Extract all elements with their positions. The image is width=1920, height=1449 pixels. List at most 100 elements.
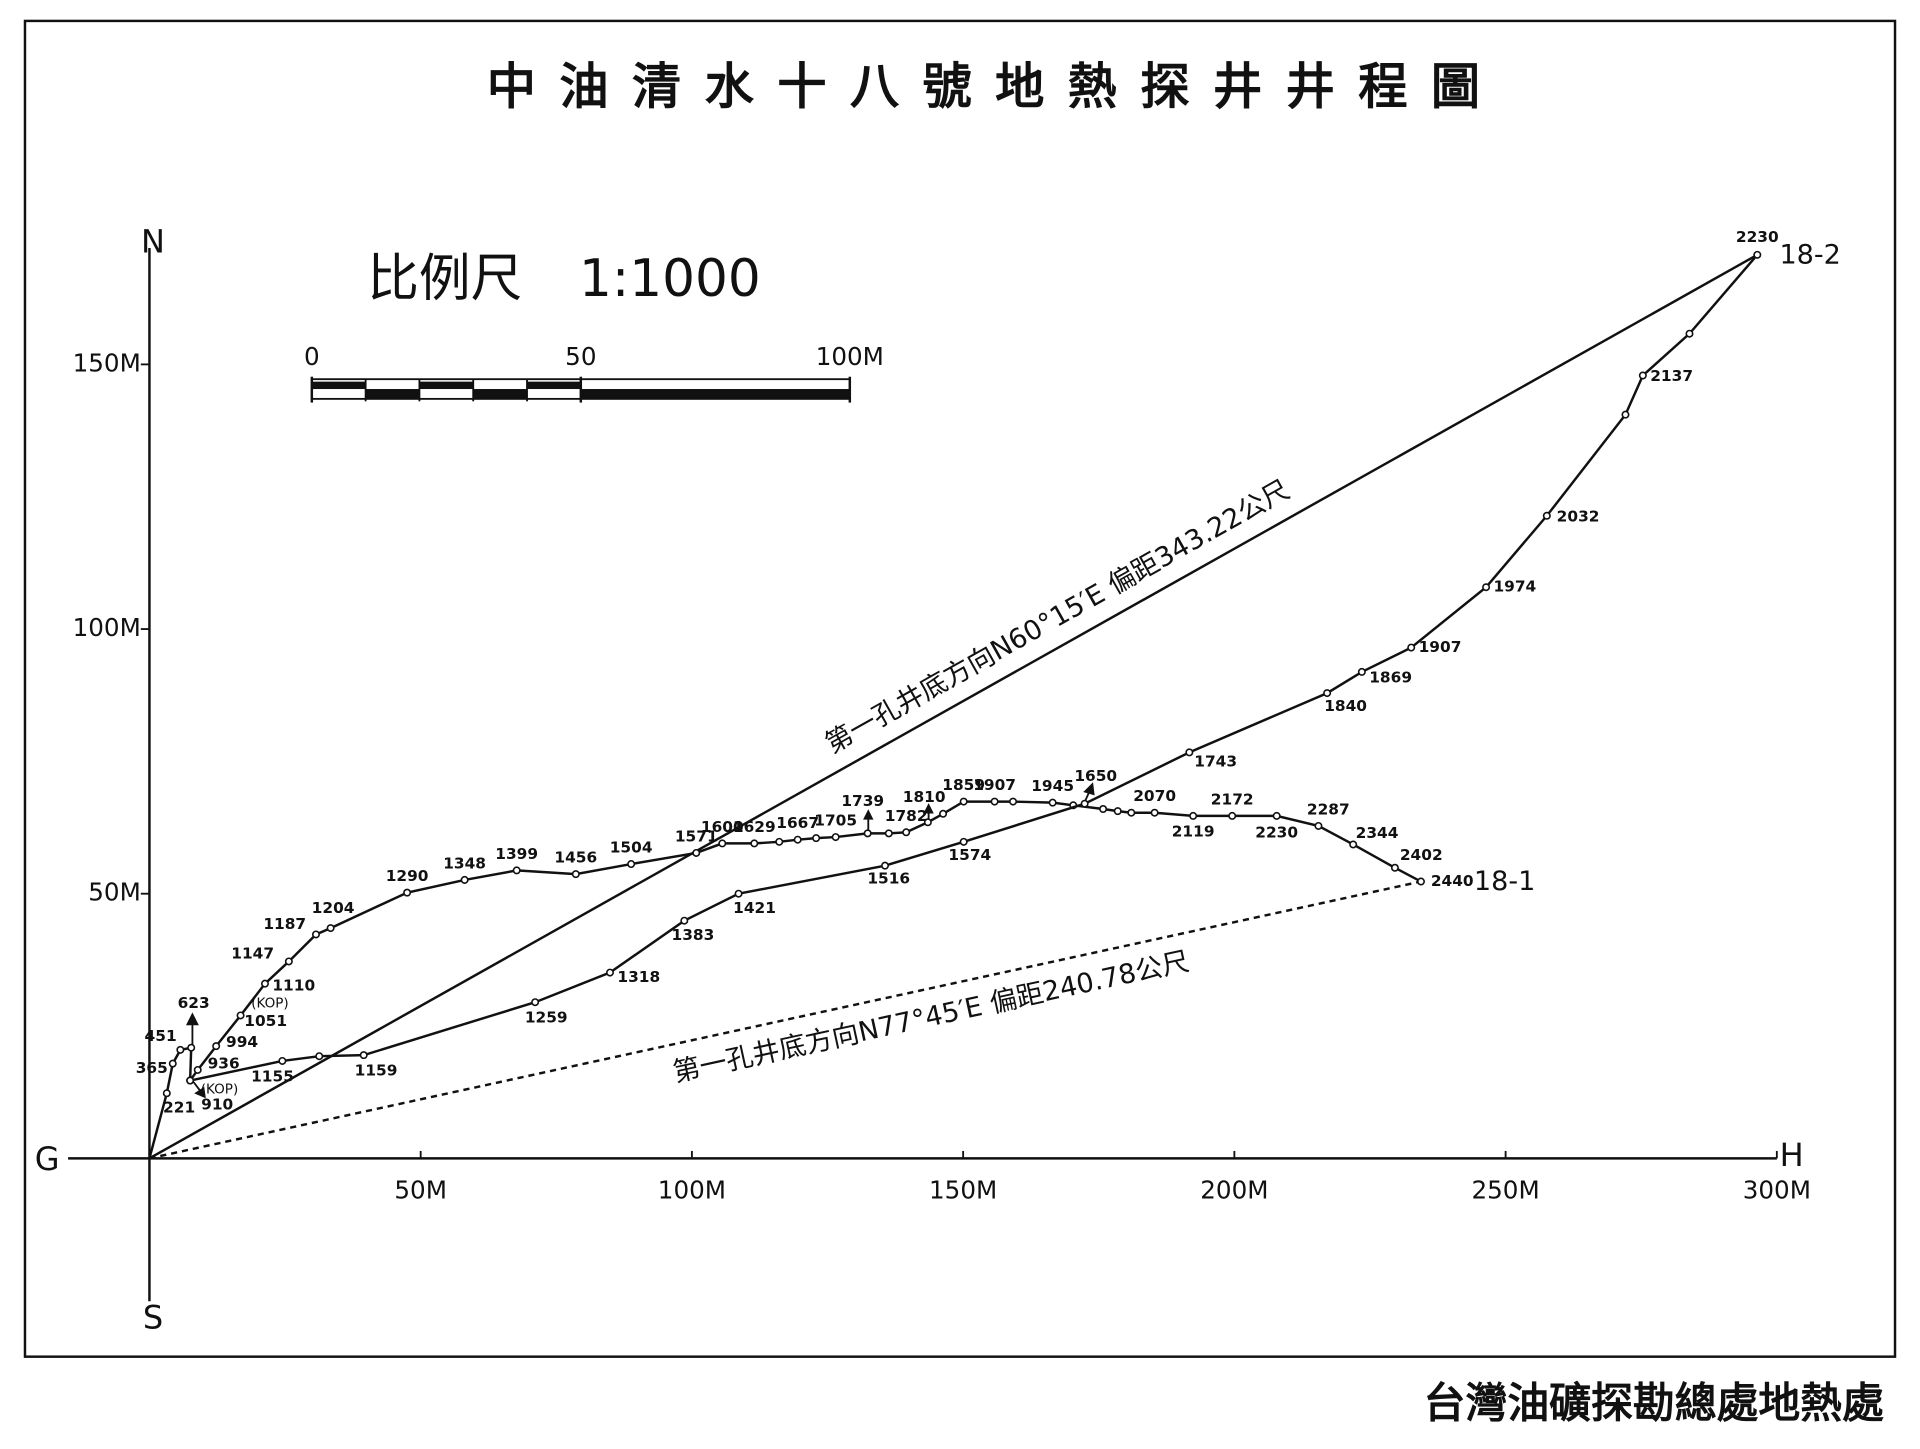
survey-point xyxy=(260,979,269,988)
depth-label: 2032 xyxy=(1557,508,1600,526)
depth-label: 1629 xyxy=(733,818,776,836)
depth-label: 1945 xyxy=(1031,777,1074,795)
survey-point xyxy=(1416,877,1425,886)
depth-label: 1667 xyxy=(776,814,819,832)
survey-point xyxy=(1048,798,1057,807)
survey-point xyxy=(1009,797,1018,806)
depth-label: 1571 xyxy=(675,827,718,845)
direction-annotation: 第一孔井底方向N77°45′E 偏距240.78公尺 xyxy=(670,946,1192,1088)
x-tick-label: 250M xyxy=(1471,1176,1539,1205)
depth-label: 2172 xyxy=(1211,790,1254,808)
survey-point xyxy=(1150,808,1159,817)
scale-ratio: 1:1000 xyxy=(579,249,761,309)
survey-point xyxy=(278,1056,287,1065)
scale-tick-label: 100M xyxy=(816,342,884,371)
depth-label: 1110 xyxy=(272,977,315,995)
survey-point xyxy=(718,839,727,848)
depth-label: 1907 xyxy=(973,776,1016,794)
depth-label: 2230 xyxy=(1736,228,1779,246)
survey-point xyxy=(959,797,968,806)
survey-point xyxy=(1099,805,1108,814)
scale-tick-label: 50 xyxy=(565,342,596,371)
survey-point xyxy=(1542,511,1551,520)
depth-label: 1869 xyxy=(1369,669,1412,687)
survey-point xyxy=(359,1051,368,1060)
survey-point xyxy=(923,818,932,827)
depth-label: 1840 xyxy=(1324,697,1367,715)
depth-label: 1743 xyxy=(1194,753,1237,771)
survey-point xyxy=(831,833,840,842)
survey-point xyxy=(311,930,320,939)
survey-point xyxy=(627,860,636,869)
survey-point xyxy=(1407,643,1416,652)
depth-label: 221 xyxy=(163,1099,195,1117)
depth-label: 365 xyxy=(136,1059,168,1077)
kop-label: (KOP) xyxy=(201,1082,239,1098)
survey-point xyxy=(571,870,580,879)
survey-point xyxy=(605,968,614,977)
survey-point xyxy=(1638,371,1647,380)
survey-point xyxy=(881,861,890,870)
y-tick-label: 50M xyxy=(88,878,141,907)
survey-point xyxy=(168,1059,177,1068)
x-tick-label: 200M xyxy=(1200,1176,1268,1205)
survey-point xyxy=(812,834,821,843)
depth-label: 1782 xyxy=(885,807,928,825)
survey-point xyxy=(959,837,968,846)
depth-label: 1155 xyxy=(251,1067,294,1085)
frame xyxy=(23,19,1897,1358)
survey-point xyxy=(1189,811,1198,820)
survey-point xyxy=(1621,410,1630,419)
survey-point xyxy=(1080,799,1089,808)
survey-point xyxy=(990,797,999,806)
depth-label: 936 xyxy=(208,1054,240,1072)
arrow-head xyxy=(923,803,934,814)
depth-label: 1974 xyxy=(1493,578,1536,596)
depth-label: 2440 xyxy=(1431,872,1474,890)
depth-label: 1456 xyxy=(554,849,597,867)
depth-label: 2137 xyxy=(1650,367,1693,385)
depth-label: 1259 xyxy=(525,1009,568,1027)
direction-line xyxy=(148,253,1758,1160)
survey-point xyxy=(1357,667,1366,676)
depth-label: 1187 xyxy=(263,915,306,933)
scale-segment xyxy=(580,389,850,399)
depth-label: 1739 xyxy=(841,792,884,810)
survey-point xyxy=(315,1052,324,1061)
depth-label: 2287 xyxy=(1307,800,1350,818)
arrow-head xyxy=(194,1086,206,1099)
south-label: S xyxy=(143,1299,163,1337)
survey-point xyxy=(512,866,521,875)
footer: 台灣油礦探勘總處地熱處 xyxy=(1424,1378,1884,1427)
survey-point xyxy=(734,889,743,898)
survey-point xyxy=(1314,821,1323,830)
depth-label: 1318 xyxy=(617,968,660,986)
survey-point xyxy=(186,1076,195,1085)
survey-point xyxy=(902,828,911,837)
depth-label: 1051 xyxy=(244,1012,287,1030)
depth-label: 1907 xyxy=(1419,638,1462,656)
depth-label: 910 xyxy=(201,1096,233,1114)
scale-segment xyxy=(527,381,581,390)
depth-label: 1504 xyxy=(610,839,653,857)
north-label: N xyxy=(141,223,165,261)
survey-point xyxy=(531,998,540,1007)
x-tick-label: 150M xyxy=(929,1176,997,1205)
survey-point xyxy=(284,957,293,966)
depth-label: 1421 xyxy=(733,899,776,917)
survey-point xyxy=(1272,811,1281,820)
survey-point xyxy=(1685,329,1694,338)
series-name: 18-1 xyxy=(1474,866,1535,897)
depth-label: 2070 xyxy=(1133,787,1176,805)
depth-label: 1810 xyxy=(903,788,946,806)
survey-point xyxy=(176,1045,185,1054)
chart-title: 中油清水十八號地熱探井井程圖 xyxy=(487,57,1504,115)
survey-point xyxy=(1390,863,1399,872)
depth-label: 2402 xyxy=(1400,846,1443,864)
survey-point xyxy=(1113,807,1122,816)
arrow-head xyxy=(863,809,874,820)
depth-label: 1705 xyxy=(814,812,857,830)
series-name: 18-2 xyxy=(1779,240,1840,271)
survey-point xyxy=(884,829,893,838)
